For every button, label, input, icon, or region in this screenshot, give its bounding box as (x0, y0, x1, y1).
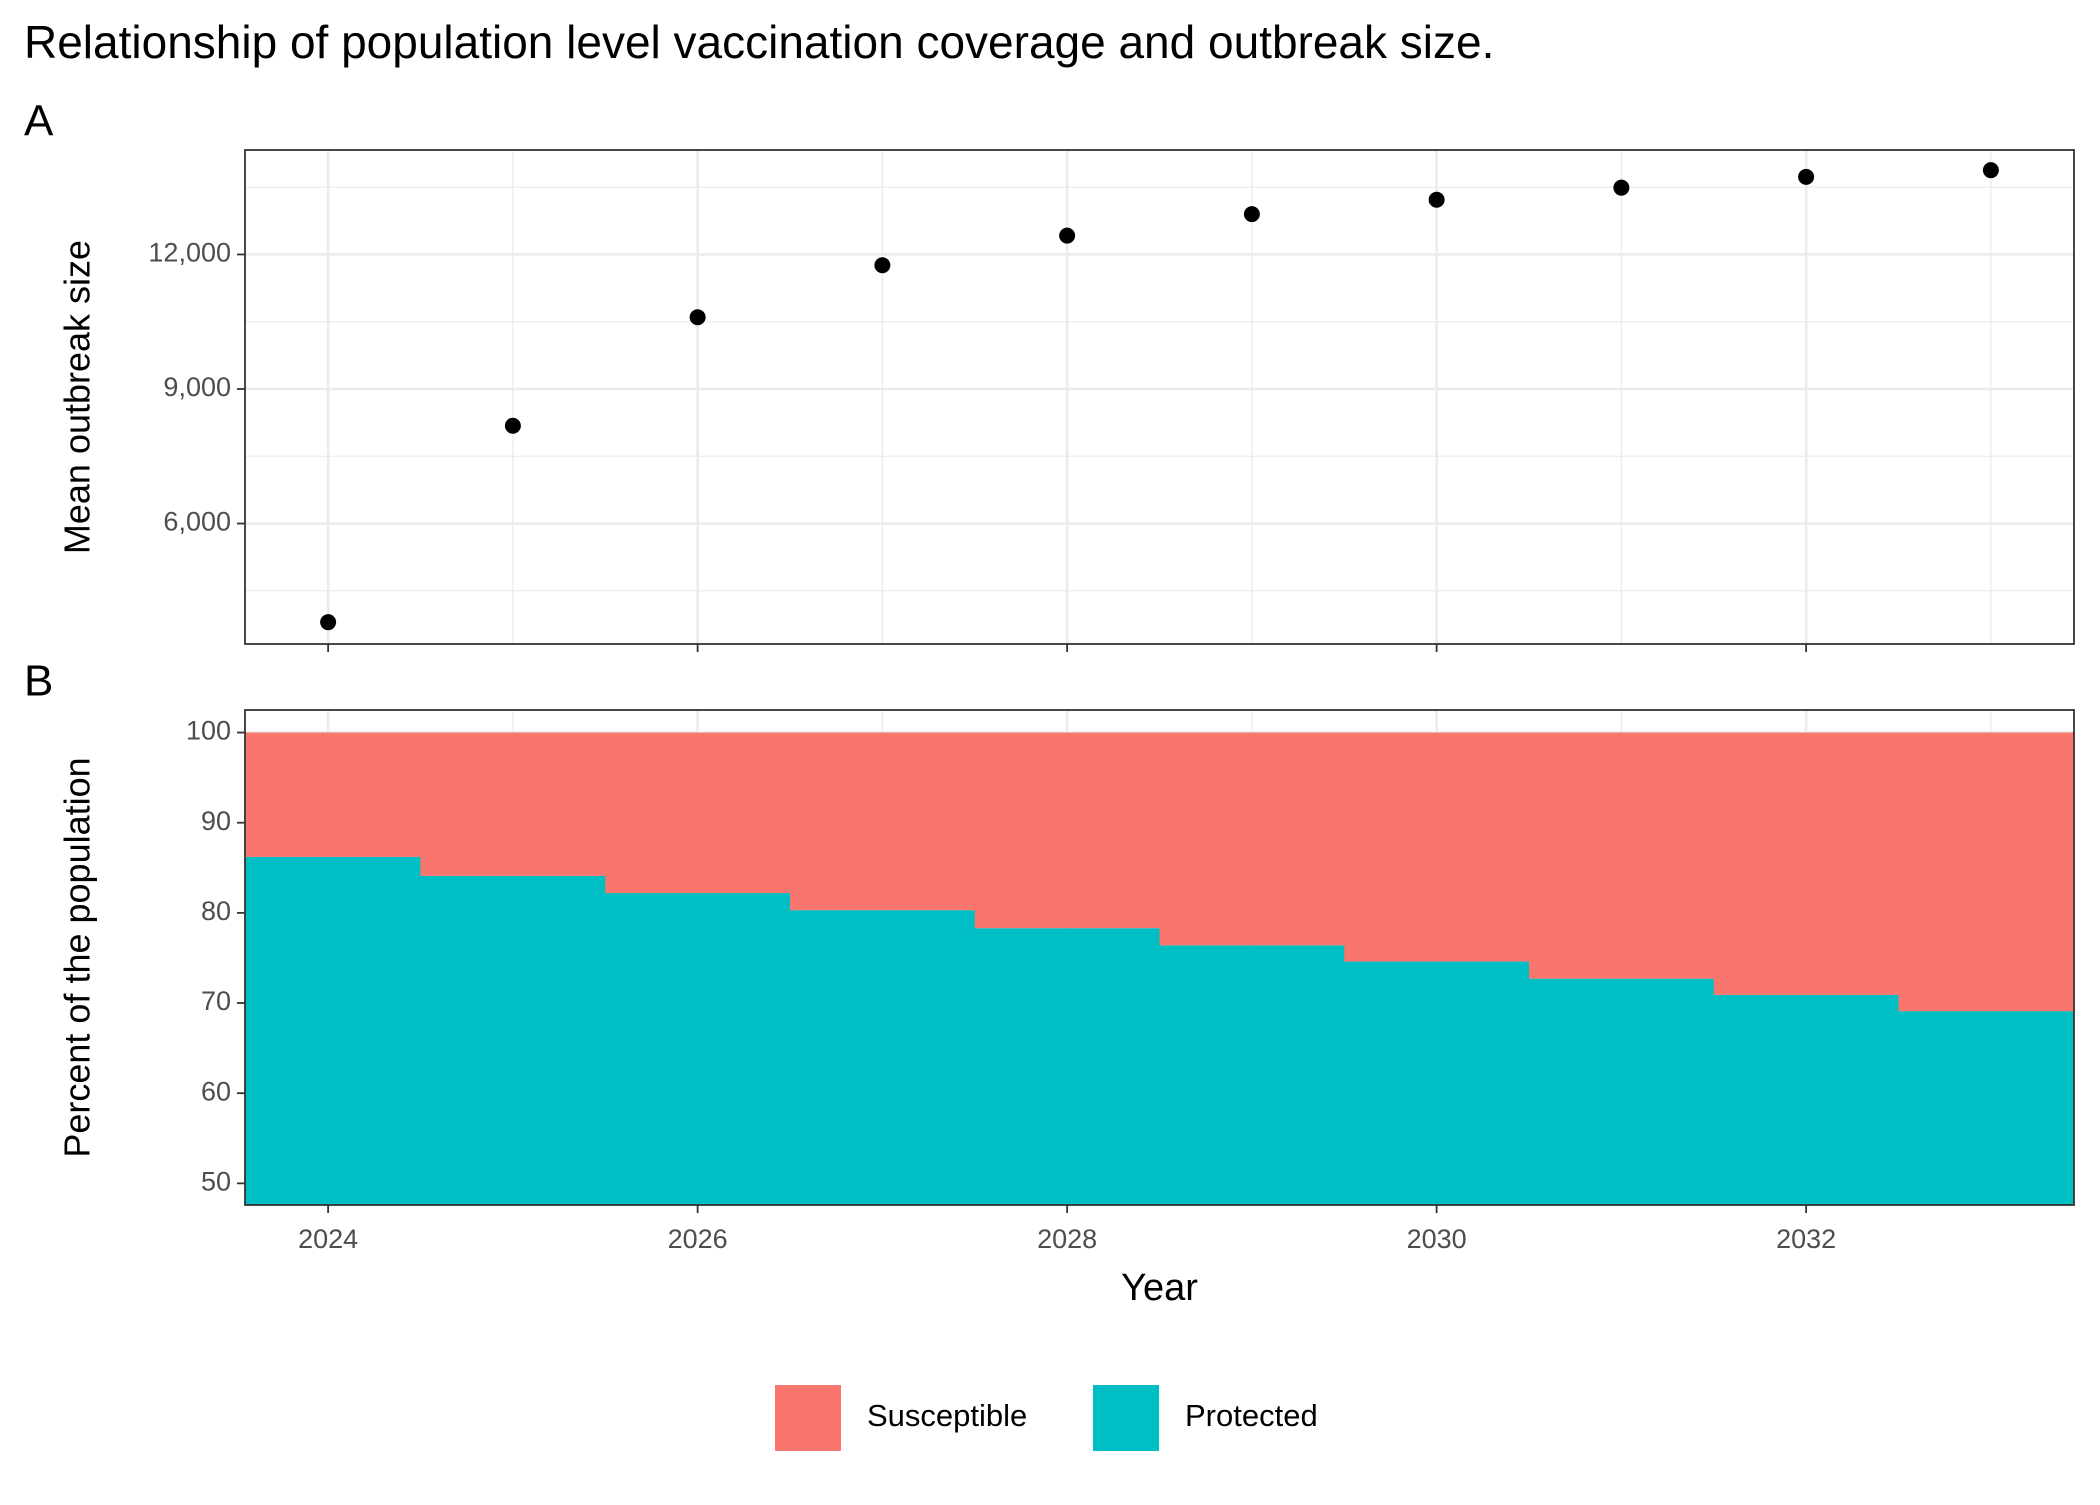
point (874, 257, 891, 274)
bar-segment (420, 875, 606, 1205)
bar-segment (1898, 1011, 2074, 1205)
legend-swatch (775, 1385, 841, 1451)
y-tick-label: 6,000 (163, 507, 231, 537)
data-layer (245, 732, 2074, 1205)
bar-segment (605, 893, 791, 1205)
legend-label: Susceptible (867, 1398, 1027, 1433)
y-tick-label: 60 (201, 1076, 231, 1106)
point (320, 614, 337, 631)
bar-segment (1159, 732, 1345, 946)
bar-segment (1713, 994, 1900, 1205)
bar-segment (1344, 732, 1530, 962)
bar-segment (974, 732, 1161, 929)
y-axis-title: Percent of the population (57, 757, 98, 1157)
point (1982, 162, 1999, 179)
y-tick-label: 90 (201, 806, 231, 836)
point (1613, 179, 1630, 196)
x-tick-label: 2026 (668, 1224, 728, 1254)
x-tick-label: 2028 (1037, 1224, 1097, 1254)
x-tick-label: 2030 (1407, 1224, 1467, 1254)
panel-label: B (24, 657, 53, 706)
panel-border (244, 709, 2075, 1206)
panel-border (244, 149, 2075, 645)
point (1798, 168, 1815, 185)
bar-segment (790, 910, 976, 1205)
bar-segment (420, 732, 606, 876)
bar-segment (790, 732, 976, 911)
bar-segment (245, 856, 422, 1205)
bar-segment (1528, 732, 1715, 979)
legend-swatch (1093, 1385, 1159, 1451)
x-tick-label: 2032 (1776, 1224, 1836, 1254)
point (1428, 191, 1445, 208)
legend-label: Protected (1185, 1398, 1318, 1433)
bar-segment (605, 732, 791, 894)
panel-background (245, 150, 2074, 644)
bar-segment (1344, 961, 1530, 1205)
x-axis-title: Year (1121, 1267, 1198, 1309)
y-tick-label: 50 (201, 1166, 231, 1196)
y-tick-label: 12,000 (148, 238, 231, 268)
y-tick-label: 70 (201, 986, 231, 1016)
point (1059, 227, 1076, 244)
y-tick-label: 100 (186, 716, 231, 746)
bar-segment (1713, 732, 1900, 995)
bar-segment (1528, 978, 1715, 1205)
figure-title: Relationship of population level vaccina… (24, 16, 1494, 68)
y-axis-title: Mean outbreak size (57, 240, 98, 554)
bar-segment (1898, 732, 2074, 1012)
point (1243, 206, 1260, 223)
x-tick-label: 2024 (298, 1224, 358, 1254)
y-tick-label: 9,000 (163, 372, 231, 402)
grid (245, 150, 2074, 644)
y-tick-label: 80 (201, 896, 231, 926)
point (689, 309, 706, 326)
bar-segment (245, 732, 422, 857)
bar-segment (974, 928, 1161, 1205)
panel-label: A (24, 97, 54, 146)
point (504, 417, 521, 434)
legend: Susceptible Protected (775, 1385, 1318, 1451)
data-layer (320, 162, 1999, 631)
bar-segment (1159, 945, 1345, 1205)
